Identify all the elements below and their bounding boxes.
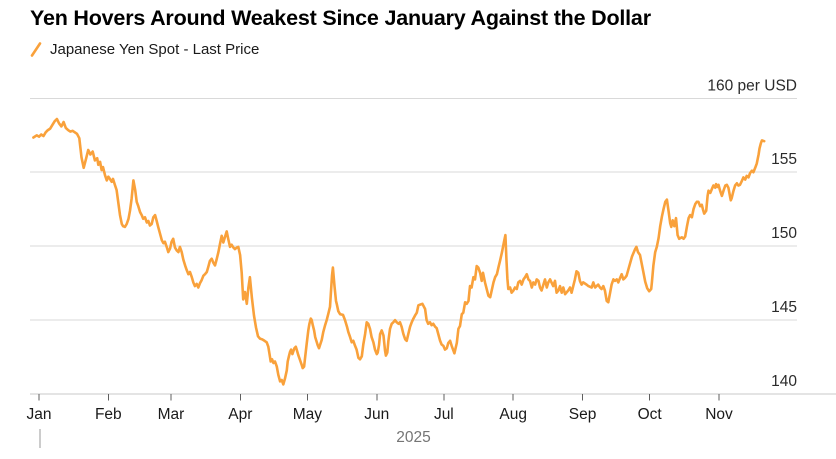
y-tick-label-140: 140 [771, 373, 797, 390]
month-label-aug: Aug [499, 406, 527, 423]
y-tick-label-160: 160 per USD [707, 77, 797, 94]
month-label-jan: Jan [27, 406, 52, 423]
series-label: Japanese Yen Spot - Last Price [50, 40, 260, 58]
month-label-jun: Jun [364, 406, 389, 423]
chart-title: Yen Hovers Around Weakest Since January … [30, 6, 651, 30]
month-label-apr: Apr [228, 406, 252, 423]
y-tick-label-150: 150 [771, 225, 797, 242]
y-tick-label-145: 145 [771, 299, 797, 316]
month-label-oct: Oct [638, 406, 663, 423]
month-label-feb: Feb [95, 406, 122, 423]
legend: Japanese Yen Spot - Last Price [30, 40, 259, 58]
month-label-mar: Mar [158, 406, 185, 423]
y-tick-label-155: 155 [771, 151, 797, 168]
month-label-nov: Nov [705, 406, 733, 423]
price-line [32, 117, 766, 386]
month-label-may: May [293, 406, 323, 423]
series-swatch-slash-icon [30, 41, 42, 58]
year-label: 2025 [396, 429, 430, 446]
month-label-sep: Sep [569, 406, 597, 423]
month-label-jul: Jul [434, 406, 454, 423]
